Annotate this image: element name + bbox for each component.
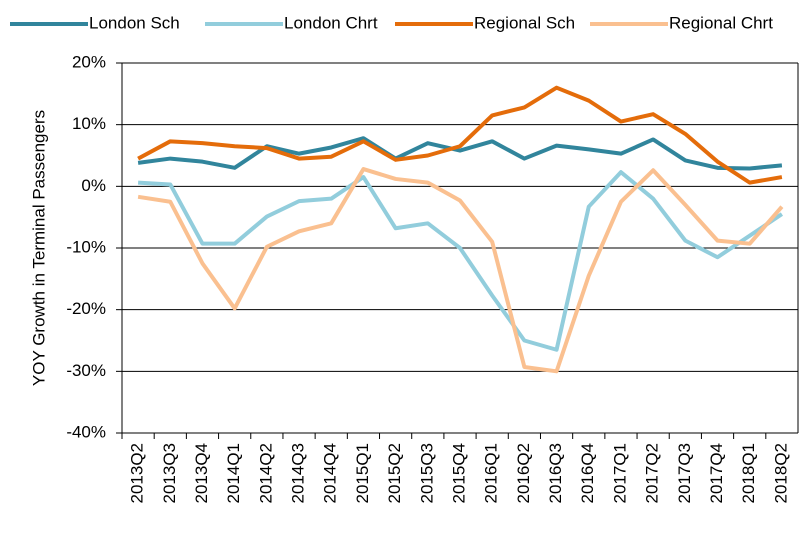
legend-label: Regional Sch [474, 13, 575, 32]
x-tick-label: 2018Q2 [771, 443, 790, 504]
y-tick-label: -20% [66, 299, 106, 318]
y-tick-label: -40% [66, 422, 106, 441]
series-line [137, 170, 784, 352]
series-line [137, 167, 784, 374]
x-tick-label: 2015Q2 [385, 443, 404, 504]
x-tick-label: 2017Q2 [643, 443, 662, 504]
x-tick-label: 2013Q3 [160, 443, 179, 504]
y-axis-label: YOY Growth in Terminal Passengers [29, 110, 48, 386]
x-tick-label: 2013Q4 [192, 443, 211, 504]
y-tick-label: 0% [81, 176, 106, 195]
x-tick-label: 2016Q3 [546, 443, 565, 504]
y-tick-label: -10% [66, 237, 106, 256]
y-tick-label: -30% [66, 361, 106, 380]
x-tick-label: 2017Q1 [610, 443, 629, 504]
series-line [137, 85, 783, 185]
x-tick-label: 2015Q1 [353, 443, 372, 504]
legend-label: London Chrt [284, 13, 378, 32]
y-tick-label: 10% [72, 114, 106, 133]
x-tick-label: 2013Q2 [128, 443, 147, 504]
legend-label: London Sch [89, 13, 180, 32]
x-tick-label: 2015Q4 [449, 443, 468, 504]
x-tick-label: 2016Q1 [482, 443, 501, 504]
x-tick-label: 2016Q2 [514, 443, 533, 504]
x-tick-label: 2014Q4 [321, 443, 340, 504]
y-tick-label: 20% [72, 52, 106, 71]
legend-label: Regional Chrt [669, 13, 773, 32]
x-tick-label: 2017Q4 [707, 443, 726, 504]
x-tick-label: 2014Q1 [224, 443, 243, 504]
x-tick-label: 2015Q3 [417, 443, 436, 504]
x-tick-label: 2018Q1 [739, 443, 758, 504]
x-tick-label: 2016Q4 [578, 443, 597, 504]
x-tick-label: 2014Q2 [256, 443, 275, 504]
series-line [137, 136, 783, 171]
x-tick-label: 2017Q3 [675, 443, 694, 504]
x-tick-label: 2014Q3 [289, 443, 308, 504]
